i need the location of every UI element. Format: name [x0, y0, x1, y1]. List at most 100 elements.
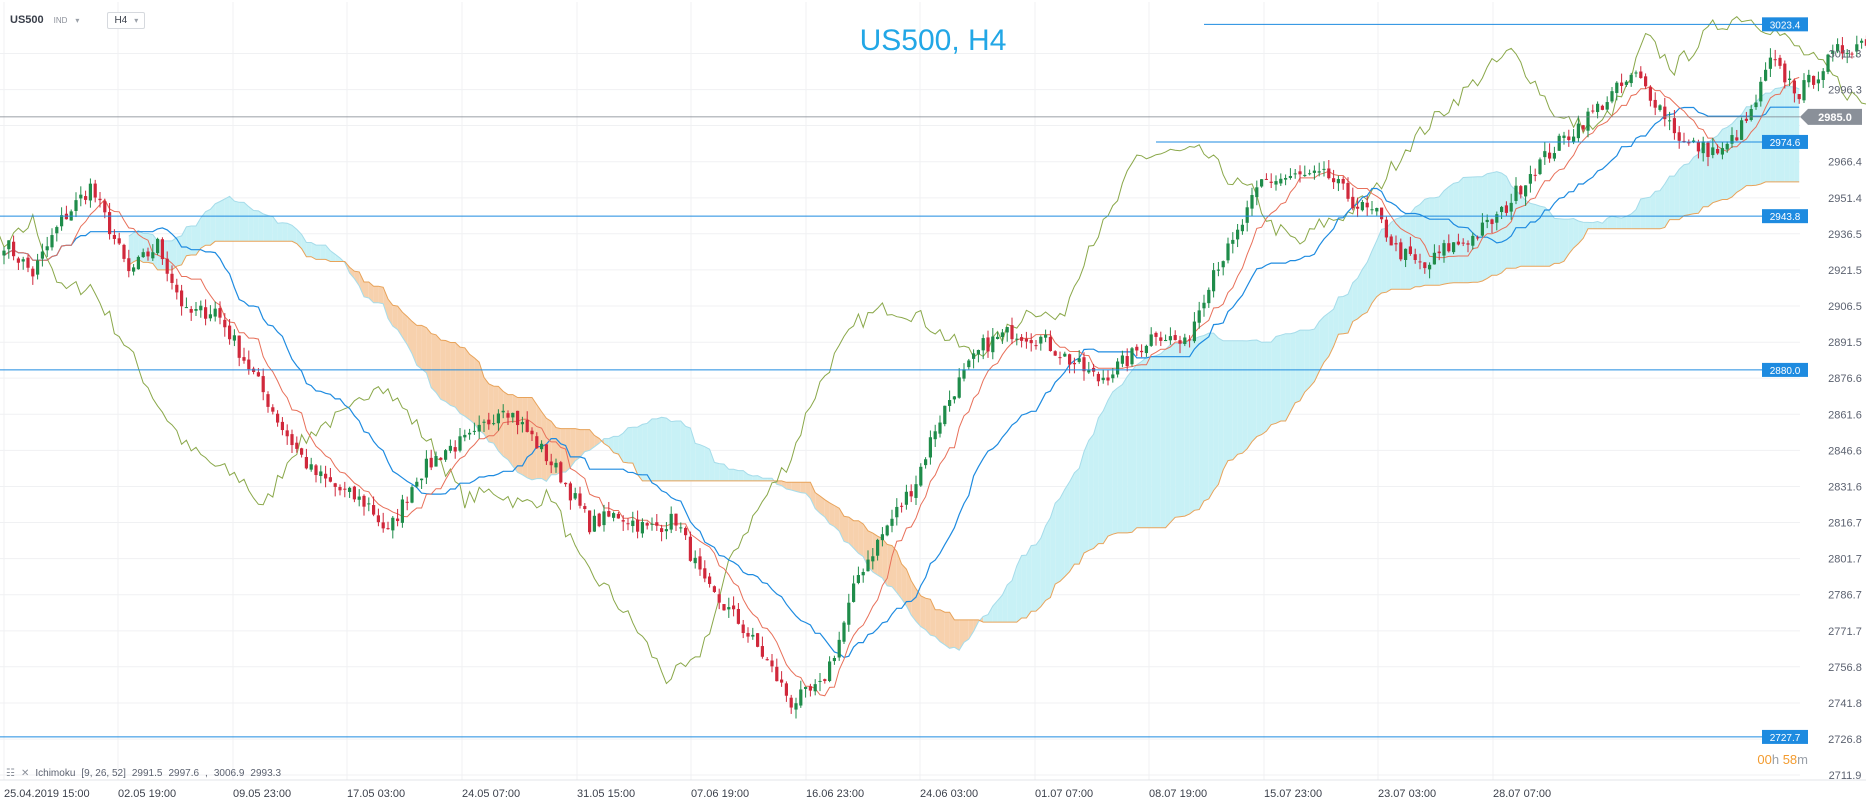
cloud-segment [1669, 176, 1675, 220]
timeframe-selector[interactable]: H4 ▾ [107, 11, 146, 29]
cloud-segment [335, 254, 340, 262]
candle-body [544, 444, 548, 462]
candle [1447, 234, 1451, 253]
candle-body [1471, 235, 1475, 246]
candle-body [760, 646, 764, 657]
candle-body [650, 523, 654, 525]
cloud-segment [128, 232, 134, 266]
candle [1183, 333, 1187, 347]
candle-body [348, 487, 352, 492]
candle [511, 412, 515, 423]
indicator-value-4: 3006.9 [213, 768, 245, 779]
candle-body [228, 325, 232, 340]
x-tick-label: 24.05 07:00 [462, 788, 520, 800]
indicator-settings-icon[interactable]: ☷ [6, 768, 15, 779]
candle [1500, 205, 1504, 220]
candle-body [1615, 82, 1619, 94]
candle-body [74, 200, 78, 212]
candle-body [55, 227, 59, 234]
candle-body [852, 583, 856, 602]
candle [333, 482, 337, 497]
cloud-segment [546, 418, 552, 482]
cloud-segment [229, 196, 235, 242]
candle-body [525, 420, 529, 432]
candle-body [1408, 246, 1412, 254]
candle-body [1154, 332, 1158, 337]
candle [1653, 92, 1657, 116]
candle [1044, 329, 1048, 343]
candle [1620, 73, 1624, 94]
candle-body [1269, 181, 1273, 183]
cloud-segment [700, 444, 705, 481]
cloud-segment [1424, 197, 1430, 286]
cloud-segment [1612, 216, 1617, 229]
cloud-segment [791, 482, 796, 492]
candle [1154, 331, 1158, 346]
candle [1490, 218, 1494, 233]
cloud-segment [460, 347, 465, 417]
candle [1106, 369, 1110, 386]
candle [415, 477, 419, 488]
candle-body [1260, 179, 1264, 187]
candle-body [1533, 174, 1537, 176]
candle [1159, 331, 1163, 347]
cloud-segment [1732, 118, 1737, 197]
cloud-segment [1544, 207, 1550, 267]
x-tick-label: 16.06 23:00 [806, 788, 864, 800]
cloud-segment [733, 469, 739, 481]
candle-body [1773, 59, 1777, 61]
candle [271, 404, 275, 415]
cloud-segment [354, 271, 360, 286]
cloud-segment [1357, 269, 1363, 319]
candle-body [1149, 334, 1153, 346]
chevron-down-icon[interactable]: ▾ [75, 15, 80, 25]
candle-body [256, 372, 260, 377]
x-tick-label: 23.07 03:00 [1378, 788, 1436, 800]
candle [1476, 235, 1480, 241]
candle-body [103, 201, 107, 213]
candle-body [679, 527, 683, 529]
candle-body [948, 400, 952, 406]
cloud-segment [436, 334, 441, 400]
candle [909, 484, 913, 503]
cloud-segment [1324, 312, 1329, 363]
candle-body [1005, 327, 1009, 333]
candle-body [1356, 206, 1360, 209]
candle [496, 409, 500, 431]
cloud-segment [757, 475, 763, 481]
candle [1514, 177, 1518, 205]
cloud-segment [1328, 309, 1334, 357]
cloud-segment [1410, 207, 1416, 290]
candle-body [991, 336, 995, 353]
symbol-selector[interactable]: US500 [6, 14, 48, 26]
cloud-segment [743, 470, 748, 481]
close-icon[interactable]: ✕ [20, 768, 30, 779]
cloud-segment [1088, 434, 1094, 551]
candle-body [1821, 71, 1825, 80]
candle [516, 410, 520, 435]
candle-body [1250, 195, 1254, 209]
candle [228, 319, 232, 345]
y-axis[interactable]: 3011.3 2996.3 2966.4 2951.4 2936.5 2921.5 2906… [1828, 49, 1862, 783]
cloud-segment [488, 383, 494, 444]
cloud-segment [234, 201, 240, 242]
candle [1279, 173, 1283, 186]
candle [1768, 48, 1772, 77]
candle [583, 503, 587, 513]
candle [688, 531, 692, 562]
candle-body [7, 240, 11, 250]
candle-body [693, 557, 697, 564]
cloud-segment [1309, 329, 1315, 388]
candle [1250, 187, 1254, 217]
candle [1509, 193, 1513, 220]
candle-body [1044, 334, 1048, 338]
x-tick-label: 01.07 07:00 [1035, 788, 1093, 800]
cloud-segment [968, 619, 974, 640]
x-axis[interactable]: 25.04.2019 15:00 02.05 19:00 09.05 23:00 17… [0, 779, 1866, 800]
cloud-segment [1146, 356, 1152, 528]
candle-body [1437, 251, 1441, 254]
candle [64, 205, 68, 220]
candle [1236, 223, 1240, 248]
candle [813, 679, 817, 696]
